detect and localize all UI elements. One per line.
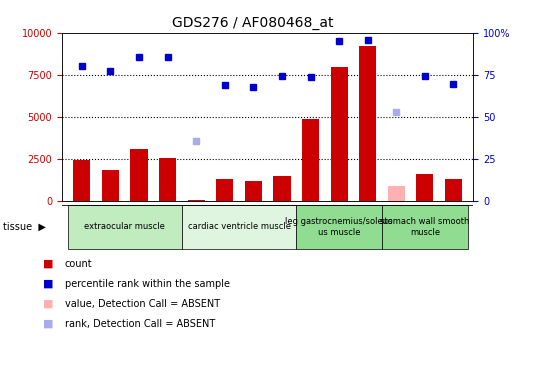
Text: GSM3452: GSM3452 bbox=[249, 205, 258, 248]
Text: percentile rank within the sample: percentile rank within the sample bbox=[65, 279, 230, 289]
Bar bbox=[159, 158, 176, 201]
Text: GSM3386: GSM3386 bbox=[77, 205, 87, 248]
Text: ■: ■ bbox=[43, 319, 54, 329]
Text: count: count bbox=[65, 258, 92, 269]
Text: GSM3672: GSM3672 bbox=[392, 205, 401, 248]
Text: extraocular muscle: extraocular muscle bbox=[84, 223, 165, 231]
Text: tissue  ▶: tissue ▶ bbox=[3, 222, 46, 232]
Text: GSM3450: GSM3450 bbox=[192, 205, 201, 248]
Bar bbox=[73, 160, 90, 201]
Text: cardiac ventricle muscle: cardiac ventricle muscle bbox=[188, 223, 291, 231]
Text: ■: ■ bbox=[43, 279, 54, 289]
Bar bbox=[302, 119, 319, 201]
Bar bbox=[130, 149, 147, 201]
Text: value, Detection Call = ABSENT: value, Detection Call = ABSENT bbox=[65, 299, 220, 309]
Text: GSM3449: GSM3449 bbox=[163, 205, 172, 248]
Bar bbox=[296, 205, 382, 249]
Bar bbox=[273, 176, 291, 201]
Bar bbox=[330, 67, 348, 201]
Text: GSM3670: GSM3670 bbox=[335, 205, 344, 248]
Bar bbox=[182, 205, 296, 249]
Bar bbox=[359, 46, 376, 201]
Text: GSM3448: GSM3448 bbox=[134, 205, 144, 248]
Bar bbox=[445, 179, 462, 201]
Text: GSM3674: GSM3674 bbox=[449, 205, 458, 248]
Bar bbox=[102, 170, 119, 201]
Text: ■: ■ bbox=[43, 299, 54, 309]
Text: GSM3387: GSM3387 bbox=[106, 205, 115, 248]
Text: GSM3671: GSM3671 bbox=[363, 205, 372, 248]
Bar bbox=[188, 200, 205, 201]
Bar bbox=[382, 205, 468, 249]
Text: stomach wall smooth
muscle: stomach wall smooth muscle bbox=[380, 217, 470, 237]
Text: ■: ■ bbox=[43, 258, 54, 269]
Text: GSM3451: GSM3451 bbox=[220, 205, 229, 248]
Text: GSM3673: GSM3673 bbox=[420, 205, 429, 248]
Bar bbox=[388, 186, 405, 201]
Text: GSM3453: GSM3453 bbox=[278, 205, 286, 248]
Bar bbox=[216, 179, 233, 201]
Text: GSM3669: GSM3669 bbox=[306, 205, 315, 248]
Bar bbox=[68, 205, 182, 249]
Text: GDS276 / AF080468_at: GDS276 / AF080468_at bbox=[172, 16, 334, 30]
Bar bbox=[245, 181, 262, 201]
Bar bbox=[416, 173, 434, 201]
Text: leg gastrocnemius/soleus
us muscle: leg gastrocnemius/soleus us muscle bbox=[285, 217, 393, 237]
Text: rank, Detection Call = ABSENT: rank, Detection Call = ABSENT bbox=[65, 319, 215, 329]
